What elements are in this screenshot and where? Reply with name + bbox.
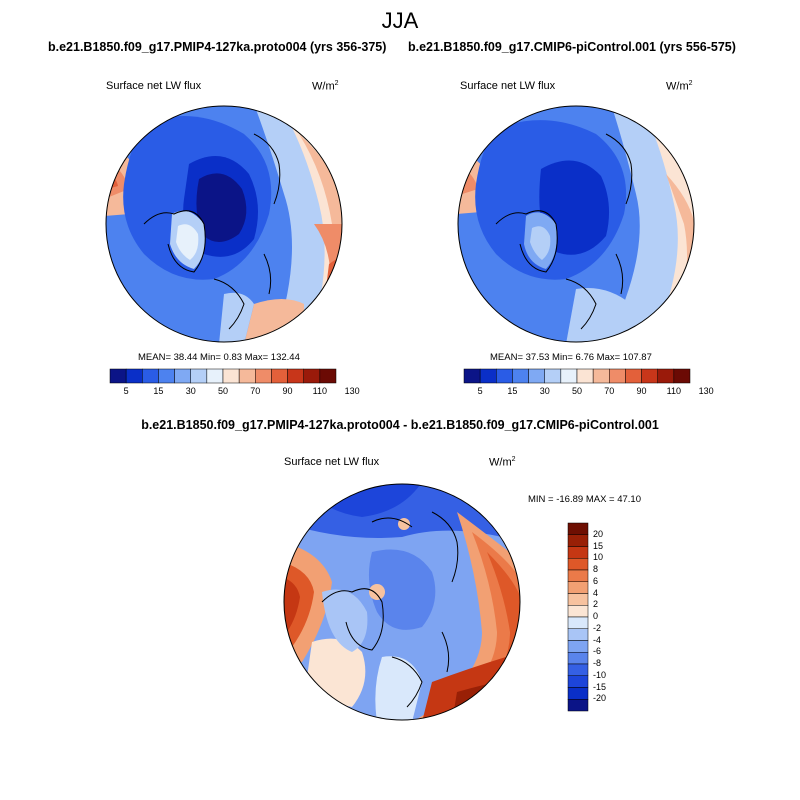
panel3-colorbar-box bbox=[567, 675, 589, 688]
panel2-colorbar-box bbox=[657, 368, 675, 384]
panel2-stats: MEAN= 37.53 Min= 6.76 Max= 107.87 bbox=[490, 352, 652, 363]
panel3-colorbar-label: 6 bbox=[593, 575, 599, 586]
panel3-colorbar-box bbox=[567, 640, 589, 653]
panel3-colorbar-box bbox=[567, 699, 589, 712]
panel3-colorbar-label: -4 bbox=[593, 634, 602, 645]
panel2-colorbar-box bbox=[625, 368, 642, 384]
panel1-colorbar-label: 70 bbox=[250, 386, 261, 396]
panel1-units-label: W/m2 bbox=[312, 80, 339, 93]
panel3-colorbar-box bbox=[567, 652, 589, 665]
panel3-colorbar-box bbox=[567, 522, 589, 535]
panel3-colorbar-box bbox=[567, 546, 589, 559]
panel1-colorbar-box bbox=[222, 368, 240, 384]
panel3-colorbar-box bbox=[567, 616, 589, 629]
panel2-colorbar-box bbox=[496, 368, 513, 384]
panel2-units-label: W/m2 bbox=[666, 80, 693, 93]
panel1-colorbar-label: 110 bbox=[312, 386, 328, 396]
panel1-colorbar-box bbox=[125, 368, 143, 384]
panel1-colorbar-ticks: 5 15 30 50 70 90 110 130 bbox=[110, 386, 360, 398]
panel2-colorbar-label: 110 bbox=[666, 386, 682, 396]
panel3-colorbar-box bbox=[567, 534, 589, 547]
panel1-colorbar-label: 15 bbox=[153, 386, 164, 396]
panel2-colorbar-label: 30 bbox=[539, 386, 550, 396]
panel3-colorbar-box bbox=[567, 569, 589, 582]
panel1-colorbar-box bbox=[158, 368, 175, 384]
panel2-colorbar-ticks: 5 15 30 50 70 90 110 130 bbox=[464, 386, 714, 398]
panel2-polar-map bbox=[457, 105, 695, 343]
panel1-colorbar-label: 50 bbox=[217, 386, 228, 396]
panel3-polar-map bbox=[283, 483, 521, 721]
panel2-colorbar-box bbox=[576, 368, 594, 384]
panel1-case-title: b.e21.B1850.f09_g17.PMIP4-127ka.proto004… bbox=[48, 40, 387, 54]
panel1-colorbar-box bbox=[238, 368, 256, 384]
panel1-colorbar bbox=[109, 368, 337, 384]
panel2-case-title: b.e21.B1850.f09_g17.CMIP6-piControl.001 … bbox=[408, 40, 736, 54]
panel3-colorbar-label: 10 bbox=[593, 552, 604, 563]
panel1-colorbar-label: 130 bbox=[344, 386, 360, 396]
panel1-colorbar-label: 90 bbox=[282, 386, 293, 396]
panel2-colorbar-box bbox=[609, 368, 626, 384]
panel1-colorbar-box bbox=[206, 368, 224, 384]
panel3-colorbar-label: 2 bbox=[593, 599, 599, 610]
panel1-colorbar-box bbox=[109, 368, 127, 384]
panel2-colorbar-box bbox=[641, 368, 658, 384]
panel3-colorbar-ticks: 20 15 10 8 6 4 2 0 -2 -4 -6 -8 -10 -15 -20 bbox=[593, 523, 633, 711]
panel2-colorbar-label: 50 bbox=[571, 386, 582, 396]
panel2-colorbar-box bbox=[528, 368, 545, 384]
panel2-colorbar bbox=[463, 368, 691, 384]
panel2-colorbar-box bbox=[512, 368, 529, 384]
panel3-colorbar-label: -2 bbox=[593, 622, 602, 633]
panel2-colorbar-label: 130 bbox=[698, 386, 714, 396]
panel3-colorbar-label: -20 bbox=[593, 693, 607, 704]
panel1-colorbar-box bbox=[287, 368, 304, 384]
panel2-colorbar-box bbox=[544, 368, 562, 384]
panel3-colorbar-label: -6 bbox=[593, 646, 602, 657]
panel2-colorbar-label: 15 bbox=[507, 386, 518, 396]
panel3-variable-label: Surface net LW flux bbox=[284, 456, 380, 468]
panel1-colorbar-label: 30 bbox=[185, 386, 196, 396]
panel1-colorbar-box bbox=[271, 368, 288, 384]
panel3-colorbar-box bbox=[567, 581, 589, 594]
panel2-colorbar-box bbox=[463, 368, 481, 384]
panel2-colorbar-label: 90 bbox=[636, 386, 647, 396]
panel3-colorbar-box bbox=[567, 605, 589, 618]
figure-title: JJA bbox=[381, 8, 419, 33]
panel3-colorbar-label: -8 bbox=[593, 658, 602, 668]
panel3-colorbar-box bbox=[567, 687, 589, 700]
panel3-colorbar-box bbox=[567, 628, 589, 641]
panel2-colorbar-label: 5 bbox=[477, 386, 483, 396]
panel1-colorbar-box bbox=[174, 368, 191, 384]
panel2-colorbar-box bbox=[479, 368, 497, 384]
panel3-colorbar-label: -15 bbox=[593, 681, 607, 692]
panel3-stats: MIN = -16.89 MAX = 47.10 bbox=[528, 494, 642, 505]
panel1-colorbar-box bbox=[319, 368, 337, 384]
panel1-colorbar-box bbox=[142, 368, 159, 384]
panel3-colorbar-label: 15 bbox=[593, 540, 604, 551]
panel1-colorbar-label: 5 bbox=[123, 386, 129, 396]
panel1-colorbar-box bbox=[303, 368, 321, 384]
panel3-colorbar-box bbox=[567, 593, 589, 606]
panel2-colorbar-box bbox=[673, 368, 691, 384]
panel2-colorbar-box bbox=[592, 368, 610, 384]
panel3-colorbar-label: 0 bbox=[593, 611, 599, 621]
panel3-colorbar bbox=[567, 522, 589, 712]
panel3-colorbar-label: 4 bbox=[593, 587, 599, 598]
panel3-colorbar-box bbox=[567, 558, 589, 571]
panel3-case-title: b.e21.B1850.f09_g17.PMIP4-127ka.proto004… bbox=[141, 418, 659, 432]
panel3-colorbar-box bbox=[567, 663, 589, 676]
panel1-colorbar-box bbox=[190, 368, 208, 384]
panel3-units-label: W/m2 bbox=[489, 456, 516, 469]
panel3-colorbar-label: 20 bbox=[593, 528, 604, 539]
panel1-variable-label: Surface net LW flux bbox=[106, 80, 202, 92]
panel1-polar-map bbox=[105, 105, 343, 343]
panel2-variable-label: Surface net LW flux bbox=[460, 80, 556, 92]
panel1-stats: MEAN= 38.44 Min= 0.83 Max= 132.44 bbox=[138, 352, 300, 363]
panel2-colorbar-box bbox=[560, 368, 578, 384]
panel3-colorbar-label: -10 bbox=[593, 669, 607, 680]
panel2-colorbar-label: 70 bbox=[604, 386, 615, 396]
panel1-colorbar-box bbox=[255, 368, 272, 384]
panel3-colorbar-label: 8 bbox=[593, 564, 599, 574]
